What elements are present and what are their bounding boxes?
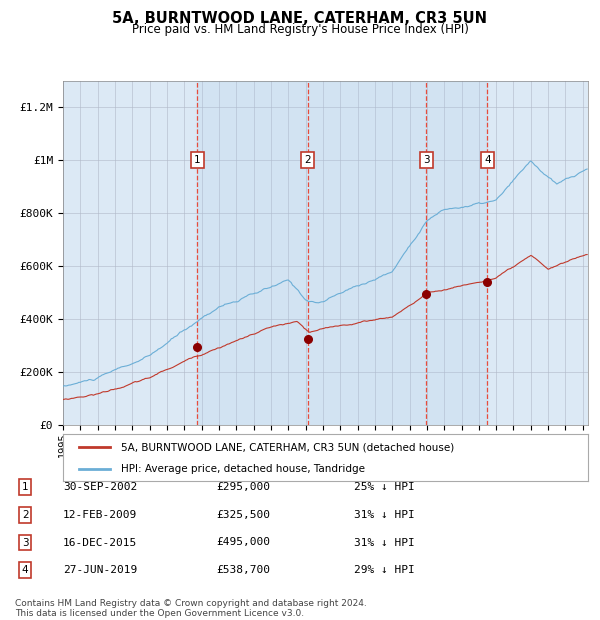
Text: £295,000: £295,000 (216, 482, 270, 492)
Text: 25% ↓ HPI: 25% ↓ HPI (354, 482, 415, 492)
Text: 2: 2 (22, 510, 29, 520)
Text: 31% ↓ HPI: 31% ↓ HPI (354, 538, 415, 547)
Text: 5A, BURNTWOOD LANE, CATERHAM, CR3 5UN: 5A, BURNTWOOD LANE, CATERHAM, CR3 5UN (113, 11, 487, 26)
Text: 3: 3 (423, 155, 430, 165)
Text: Contains HM Land Registry data © Crown copyright and database right 2024.
This d: Contains HM Land Registry data © Crown c… (15, 599, 367, 618)
Text: £495,000: £495,000 (216, 538, 270, 547)
Text: £325,500: £325,500 (216, 510, 270, 520)
Text: 16-DEC-2015: 16-DEC-2015 (63, 538, 137, 547)
Text: HPI: Average price, detached house, Tandridge: HPI: Average price, detached house, Tand… (121, 464, 365, 474)
Text: £538,700: £538,700 (216, 565, 270, 575)
Text: 4: 4 (484, 155, 491, 165)
Text: 31% ↓ HPI: 31% ↓ HPI (354, 510, 415, 520)
Text: 12-FEB-2009: 12-FEB-2009 (63, 510, 137, 520)
Text: 3: 3 (22, 538, 29, 547)
Text: 5A, BURNTWOOD LANE, CATERHAM, CR3 5UN (detached house): 5A, BURNTWOOD LANE, CATERHAM, CR3 5UN (d… (121, 442, 454, 452)
Text: 27-JUN-2019: 27-JUN-2019 (63, 565, 137, 575)
Text: 4: 4 (22, 565, 29, 575)
Text: 1: 1 (194, 155, 200, 165)
Text: 29% ↓ HPI: 29% ↓ HPI (354, 565, 415, 575)
Text: Price paid vs. HM Land Registry's House Price Index (HPI): Price paid vs. HM Land Registry's House … (131, 23, 469, 36)
Text: 1: 1 (22, 482, 29, 492)
Text: 2: 2 (304, 155, 311, 165)
Text: 30-SEP-2002: 30-SEP-2002 (63, 482, 137, 492)
Bar (197, 81, 487, 425)
